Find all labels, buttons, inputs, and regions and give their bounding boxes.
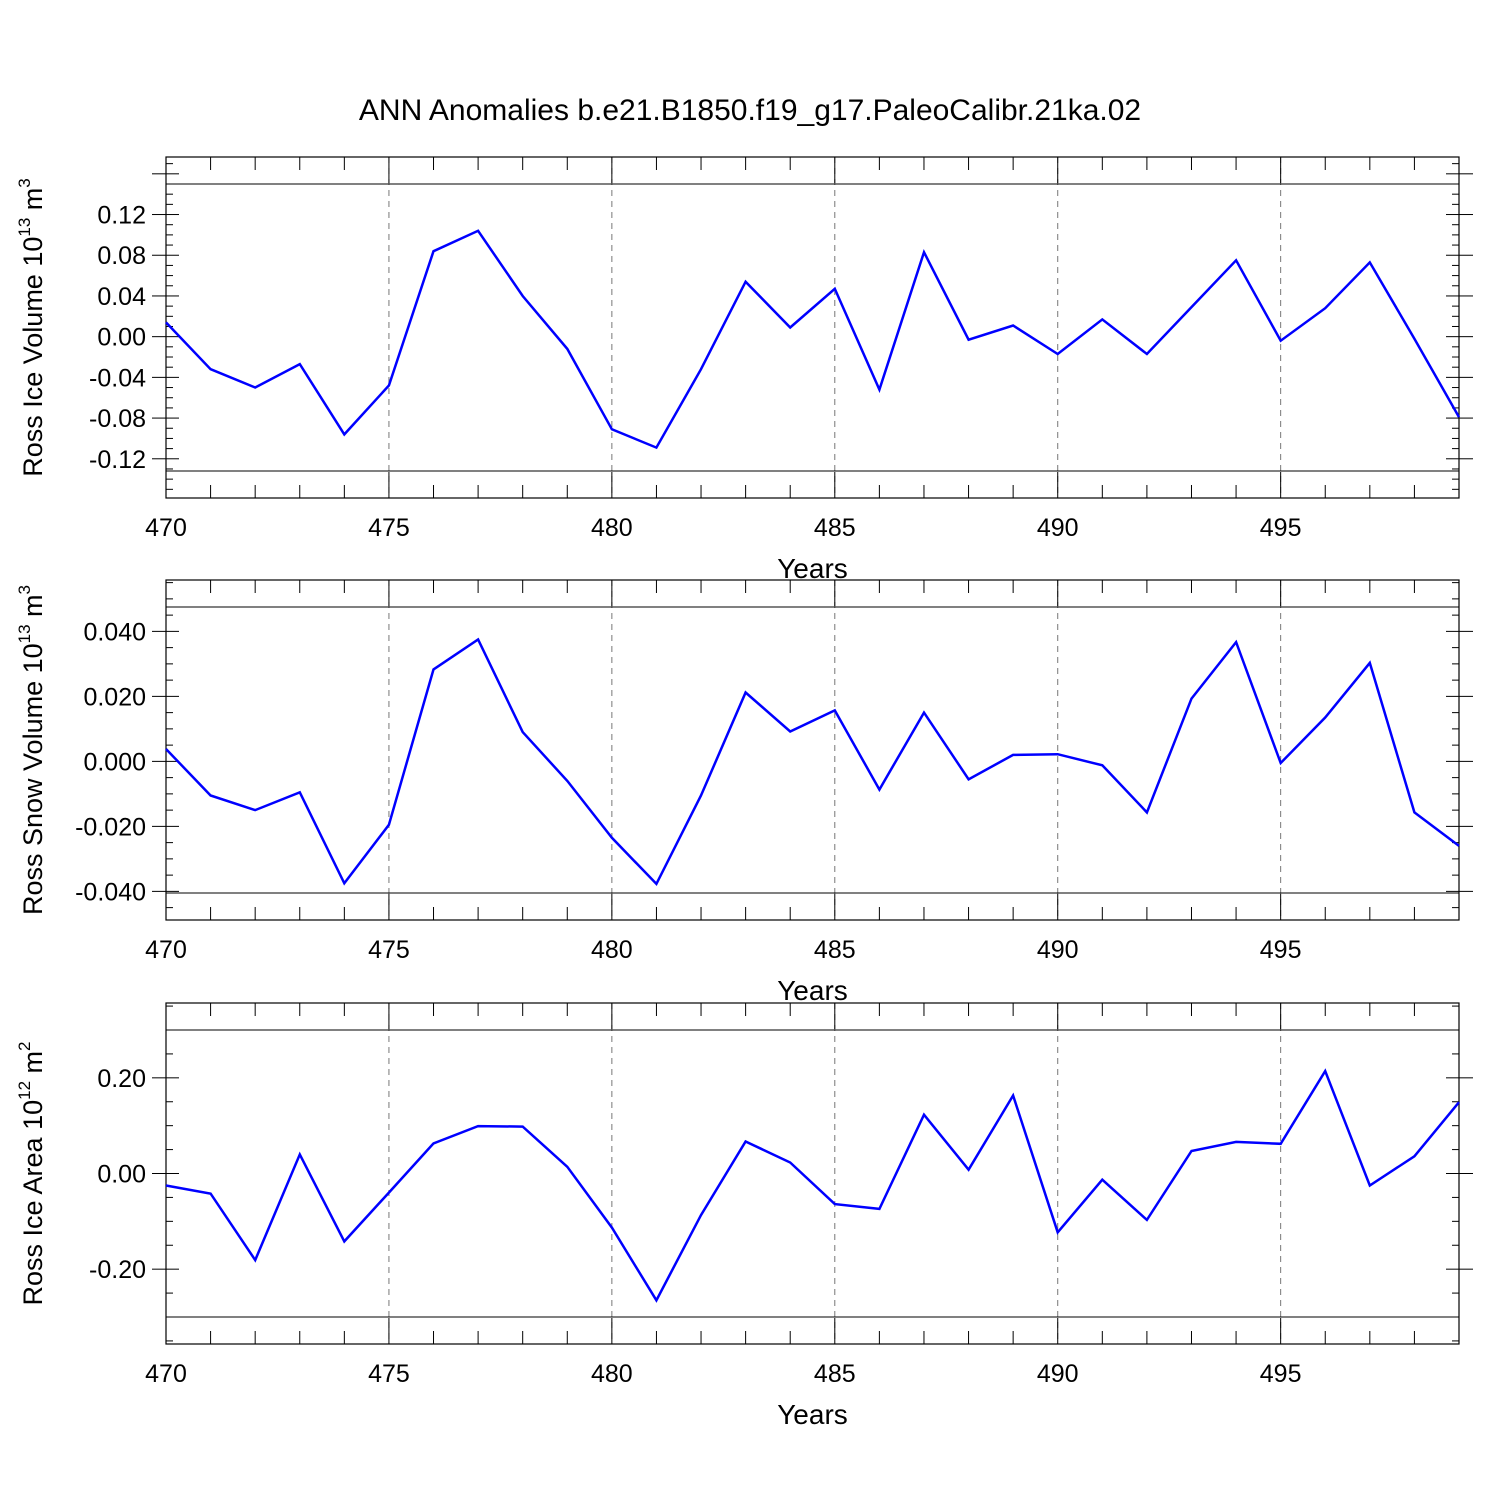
y-tick-label: 0.020 — [83, 683, 146, 711]
x-tick-label: 475 — [368, 936, 410, 964]
x-tick-label: 470 — [145, 514, 187, 542]
snow-volume-panel: -0.040 -0.020 0.000 0.020 0.040 470 475 480 485 4… — [15, 579, 1473, 1006]
plot-frame — [165, 156, 1460, 499]
y-tick-label: -0.020 — [75, 813, 146, 841]
plot-frame — [165, 1002, 1460, 1345]
y-axis-label-exponent: 12 — [15, 1081, 34, 1100]
y-axis-label-exponent: 13 — [15, 624, 34, 643]
x-tick-label: 485 — [814, 514, 856, 542]
y-tick-label: 0.040 — [83, 618, 146, 646]
x-axis-label: Years — [777, 1399, 848, 1430]
ice-volume-panel: -0.12 -0.08 -0.04 0.00 0.04 0.08 0.12 470 475 480… — [15, 156, 1473, 584]
y-axis-label-unit: m — [18, 594, 48, 624]
x-tick-label: 475 — [368, 514, 410, 542]
y-tick-label: 0.08 — [97, 242, 146, 270]
y-axis-label-text: Ross Ice Area 10 — [18, 1100, 48, 1306]
x-tick-label: 490 — [1037, 514, 1079, 542]
x-tick-label: 480 — [591, 1360, 633, 1388]
y-tick-label: -0.04 — [89, 364, 146, 392]
x-tick-label: 480 — [591, 514, 633, 542]
y-tick-label: 0.00 — [97, 324, 146, 352]
y-axis-label-unit-exponent: 3 — [15, 178, 34, 187]
y-tick-label: 0.20 — [97, 1065, 146, 1093]
y-axis-label: Ross Snow Volume 1013 m3 — [15, 585, 48, 915]
x-tick-label: 495 — [1260, 514, 1302, 542]
data-series-line — [165, 637, 1460, 887]
plot-frame — [165, 579, 1460, 921]
y-axis-label-text: Ross Snow Volume 10 — [18, 643, 48, 915]
x-tick-label: 495 — [1260, 1360, 1302, 1388]
x-tick-label: 480 — [591, 936, 633, 964]
chart-title: ANN Anomalies b.e21.B1850.f19_g17.PaleoC… — [359, 94, 1141, 127]
x-axis-label: Years — [777, 975, 848, 1006]
x-tick-label: 490 — [1037, 1360, 1079, 1388]
y-axis-label-unit: m — [18, 188, 48, 218]
y-axis-label-unit-exponent: 2 — [15, 1041, 34, 1050]
data-series-line — [165, 1068, 1460, 1303]
y-axis-label-unit-exponent: 3 — [15, 585, 34, 594]
y-tick-label: 0.000 — [83, 748, 146, 776]
data-series-line — [165, 229, 1461, 450]
y-axis-label: Ross Ice Volume 1013 m3 — [15, 178, 48, 477]
x-tick-label: 475 — [368, 1360, 410, 1388]
y-axis-label: Ross Ice Area 1012 m2 — [15, 1041, 48, 1305]
x-tick-label: 470 — [145, 936, 187, 964]
y-tick-label: 0.12 — [97, 202, 146, 230]
y-tick-label: -0.08 — [89, 405, 146, 433]
ice-area-panel: -0.20 0.00 0.20 470 475 480 485 490 495 Years Ross… — [15, 1002, 1473, 1430]
y-axis-label-exponent: 13 — [15, 218, 34, 237]
y-tick-label: -0.12 — [89, 446, 146, 474]
x-tick-label: 470 — [145, 1360, 187, 1388]
y-tick-label: -0.20 — [89, 1256, 146, 1284]
y-tick-label: -0.040 — [75, 878, 146, 906]
y-axis-label-unit: m — [18, 1051, 48, 1081]
x-axis-label: Years — [777, 553, 848, 584]
y-tick-label: 0.00 — [97, 1161, 146, 1189]
x-tick-label: 495 — [1260, 936, 1302, 964]
y-tick-label: 0.04 — [97, 283, 146, 311]
y-axis-label-text: Ross Ice Volume 10 — [18, 237, 48, 477]
x-tick-label: 490 — [1037, 936, 1079, 964]
x-tick-label: 485 — [814, 936, 856, 964]
x-tick-label: 485 — [814, 1360, 856, 1388]
